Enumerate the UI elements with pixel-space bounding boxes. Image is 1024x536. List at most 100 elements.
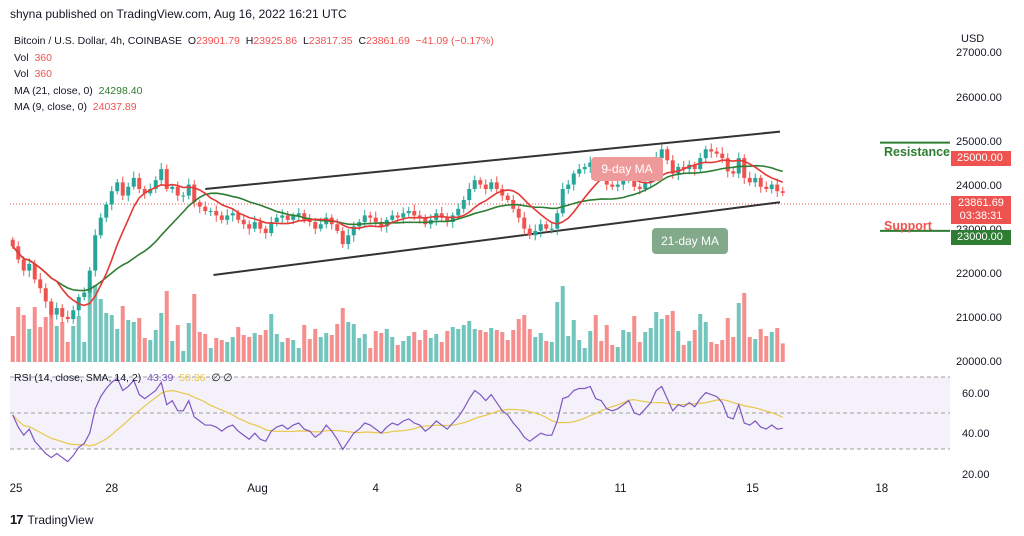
volume-bar — [406, 336, 411, 362]
volume-bar — [742, 293, 747, 362]
volume-bar — [401, 341, 406, 362]
chart-legend: Bitcoin / U.S. Dollar, 4h, COINBASE O239… — [14, 33, 494, 116]
vol-value: 360 — [34, 68, 52, 80]
close-key: C — [358, 35, 367, 47]
brand-name: TradingView — [27, 512, 94, 527]
volume-bar — [439, 342, 444, 362]
price-axis-tick: 26000.00 — [956, 91, 1002, 104]
volume-bar — [197, 332, 202, 362]
candle-body — [313, 222, 318, 229]
volume-bar — [549, 342, 554, 362]
volume-bar — [302, 325, 307, 362]
volume-bar — [104, 313, 109, 362]
candle-body — [450, 215, 455, 223]
volume-bar — [76, 316, 81, 362]
volume-bar — [555, 302, 560, 362]
candle-body — [478, 180, 483, 185]
volume-bar — [153, 330, 158, 362]
volume-bar — [412, 332, 417, 362]
volume-bar — [263, 330, 268, 362]
symbol-label[interactable]: Bitcoin / U.S. Dollar, 4h, COINBASE — [14, 35, 183, 47]
candle-body — [780, 191, 785, 193]
open-value: 23901.79 — [196, 35, 240, 47]
vol-label: Vol — [14, 51, 29, 64]
resistance-label: Resistance — [884, 145, 951, 159]
volume-bar — [736, 303, 741, 362]
volume-bar — [170, 341, 175, 362]
candle-body — [302, 213, 307, 220]
candle-body — [665, 149, 670, 161]
candle-body — [747, 177, 752, 183]
volume-bar — [544, 341, 549, 362]
candle-body — [296, 213, 301, 216]
rsi-sma-value: 50.36 — [179, 372, 206, 384]
footer-brand[interactable]: 17 TradingView — [10, 512, 94, 527]
volume-bar — [681, 345, 686, 362]
rsi-sma-line — [12, 390, 784, 447]
candle-body — [632, 175, 637, 187]
candle-body — [43, 288, 48, 302]
volume-bar — [456, 329, 461, 362]
volume-bar — [296, 348, 301, 362]
candle-body — [230, 213, 235, 216]
candle-body — [637, 186, 642, 189]
volume-bar — [654, 312, 659, 362]
candle-body — [703, 149, 708, 159]
currency-label[interactable]: USD — [961, 33, 985, 45]
volume-bar — [390, 337, 395, 362]
last-price-value: 23861.69 — [958, 197, 1004, 209]
volume-bar — [780, 343, 785, 362]
candle-body — [27, 263, 32, 271]
volume-bar — [533, 337, 538, 362]
volume-bar — [423, 330, 428, 362]
candle-body — [758, 177, 763, 187]
ma21-value: 24298.40 — [98, 84, 143, 97]
ma21-row[interactable]: MA (21, close, 0) 24298.40 — [14, 83, 494, 100]
volume-bar — [120, 306, 125, 362]
volume-bar — [236, 327, 241, 362]
candle-body — [560, 188, 565, 214]
ma9-label: MA (9, close, 0) — [14, 101, 87, 113]
volume-bar — [632, 316, 637, 362]
candle-body — [170, 186, 175, 189]
price-axis-tick: 20000.00 — [956, 356, 1002, 369]
candle-body — [676, 166, 681, 174]
volume-bar — [648, 328, 653, 362]
ma21-line — [12, 164, 783, 292]
candle-body — [731, 171, 736, 174]
candle-body — [472, 180, 477, 189]
candle-body — [269, 222, 274, 234]
candle-body — [318, 224, 323, 229]
ma9-row[interactable]: MA (9, close, 0) 24037.89 — [14, 99, 494, 116]
candle-body — [54, 308, 59, 315]
volume-bar — [588, 331, 593, 362]
volume-bar — [313, 329, 318, 362]
candle-body — [225, 215, 230, 220]
candle-body — [753, 177, 758, 183]
candle-body — [769, 184, 774, 189]
volume-bar — [659, 319, 664, 362]
volume-bar — [731, 337, 736, 362]
candle-body — [588, 162, 593, 167]
candle-body — [214, 211, 219, 216]
candle-body — [390, 215, 395, 220]
candle-body — [181, 195, 186, 197]
candle-body — [544, 224, 549, 229]
volume-bar — [54, 326, 59, 362]
candle-body — [351, 226, 356, 236]
candle-body — [153, 180, 158, 189]
volume-bar — [98, 299, 103, 362]
rsi-legend[interactable]: RSI (14, close, SMA, 14, 2) 43.39 50.36 … — [14, 372, 233, 384]
vol-row-2[interactable]: Vol 360 — [14, 66, 494, 83]
volume-bar — [43, 317, 48, 362]
volume-bar — [593, 315, 598, 362]
vol-row-1[interactable]: Vol 360 — [14, 50, 494, 67]
volume-bar — [362, 334, 367, 362]
candle-body — [538, 224, 543, 231]
candle-body — [423, 217, 428, 225]
vol-label: Vol — [14, 68, 29, 80]
volume-bar — [82, 342, 87, 362]
volume-bar — [32, 307, 37, 362]
volume-bar — [450, 327, 455, 362]
